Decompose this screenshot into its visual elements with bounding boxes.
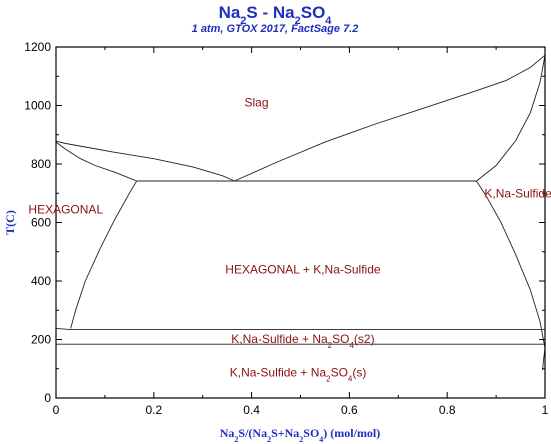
region-label: Slag (244, 96, 268, 110)
x-axis-label: Na2S/(Na2S+Na2SO4) (mol/mol) (220, 426, 381, 444)
region-label: K,Na-Sulfide (484, 186, 551, 200)
y-tick-label: 600 (31, 216, 51, 230)
x-tick-label: 1 (542, 403, 549, 417)
phase-boundary-liquidus-upper-left (55, 140, 235, 182)
phase-boundary-transition-line-upper (55, 327, 545, 331)
phase-boundaries (55, 54, 546, 371)
x-tick-label: 0 (53, 403, 60, 417)
y-axis-label: T(C) (3, 210, 17, 235)
y-tick-label: 200 (31, 333, 51, 347)
y-tick-label: 400 (31, 274, 51, 288)
y-tick-label: 1000 (24, 99, 51, 113)
phase-boundary-liquidus-lower-left (55, 141, 137, 182)
x-tick-label: 0.4 (243, 403, 260, 417)
region-label: HEXAGONAL (28, 202, 103, 216)
region-labels: Slag HEXAGONAL K,Na-Sulfide HEXAGONAL + K,N… (28, 96, 551, 383)
region-label: HEXAGONAL + K,Na-Sulfide (225, 262, 381, 276)
phase-boundary-liquidus-right-lower (476, 55, 546, 182)
x-tick-label: 0.2 (145, 403, 162, 417)
chart-subtitle: 1 atm, GTOX 2017, FactSage 7.2 (192, 23, 359, 35)
y-tick-label: 1200 (24, 40, 51, 54)
phase-boundary-kna-sulfide-solvus (476, 180, 546, 349)
region-label: K,Na-Sulfide + Na2SO4(s2) (231, 332, 374, 350)
phase-boundary-hexagonal-solvus (70, 180, 138, 329)
axis-titles: Na2S/(Na2S+Na2SO4) (mol/mol) T(C) (3, 210, 380, 443)
phase-boundary-liquidus-right (234, 54, 546, 182)
y-tick-label: 800 (31, 157, 51, 171)
y-tick-label: 0 (44, 391, 51, 405)
x-tick-label: 0.8 (439, 403, 456, 417)
chart-title: Na2S - Na2SO4 (219, 3, 333, 27)
axis-ticks: 0 0.2 0.4 0.6 0.8 1 0 200 400 600 800 1000 1200 (24, 40, 548, 417)
region-label: K,Na-Sulfide + Na2SO4(s) (230, 365, 367, 383)
x-tick-label: 0.6 (341, 403, 358, 417)
